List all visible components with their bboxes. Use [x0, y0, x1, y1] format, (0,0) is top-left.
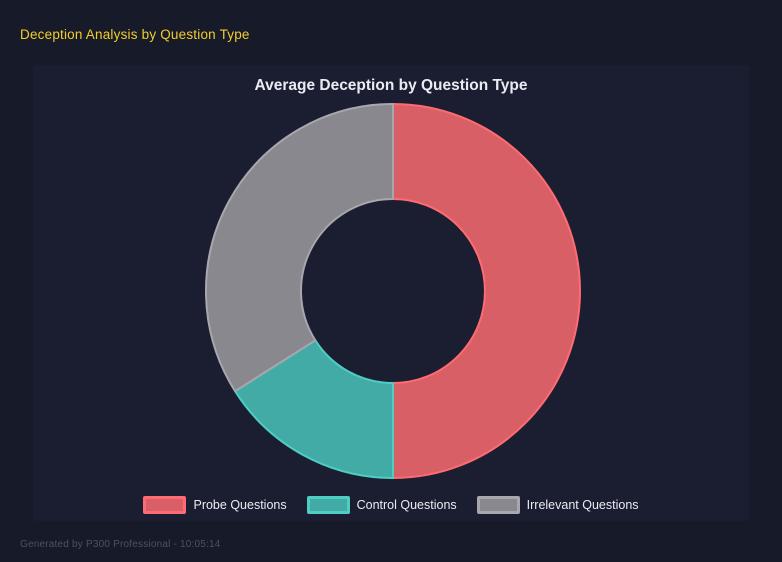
legend-swatch-icon: [476, 496, 520, 514]
legend-label: Probe Questions: [193, 498, 287, 512]
legend-label: Control Questions: [356, 498, 457, 512]
legend-swatch-icon: [306, 496, 350, 514]
legend-item-2[interactable]: Control Questions: [306, 496, 457, 514]
legend-item-3[interactable]: Irrelevant Questions: [476, 496, 639, 514]
chart-panel: Average Deception by Question Type Probe…: [33, 65, 749, 521]
legend-item-1[interactable]: Probe Questions: [143, 496, 287, 514]
donut-segment-2[interactable]: [234, 339, 394, 479]
donut-segment-3[interactable]: [205, 103, 394, 393]
footer-status: Generated by P300 Professional - 10:05:1…: [20, 539, 221, 550]
chart-legend: Probe Questions Control Questions Irreleva…: [33, 496, 749, 514]
donut-segment-1[interactable]: [392, 103, 581, 479]
chart-title: Average Deception by Question Type: [254, 77, 528, 94]
legend-label: Irrelevant Questions: [526, 498, 639, 512]
page-title: Deception Analysis by Question Type: [20, 27, 250, 42]
legend-swatch-icon: [143, 496, 187, 514]
donut-chart[interactable]: [193, 91, 593, 491]
